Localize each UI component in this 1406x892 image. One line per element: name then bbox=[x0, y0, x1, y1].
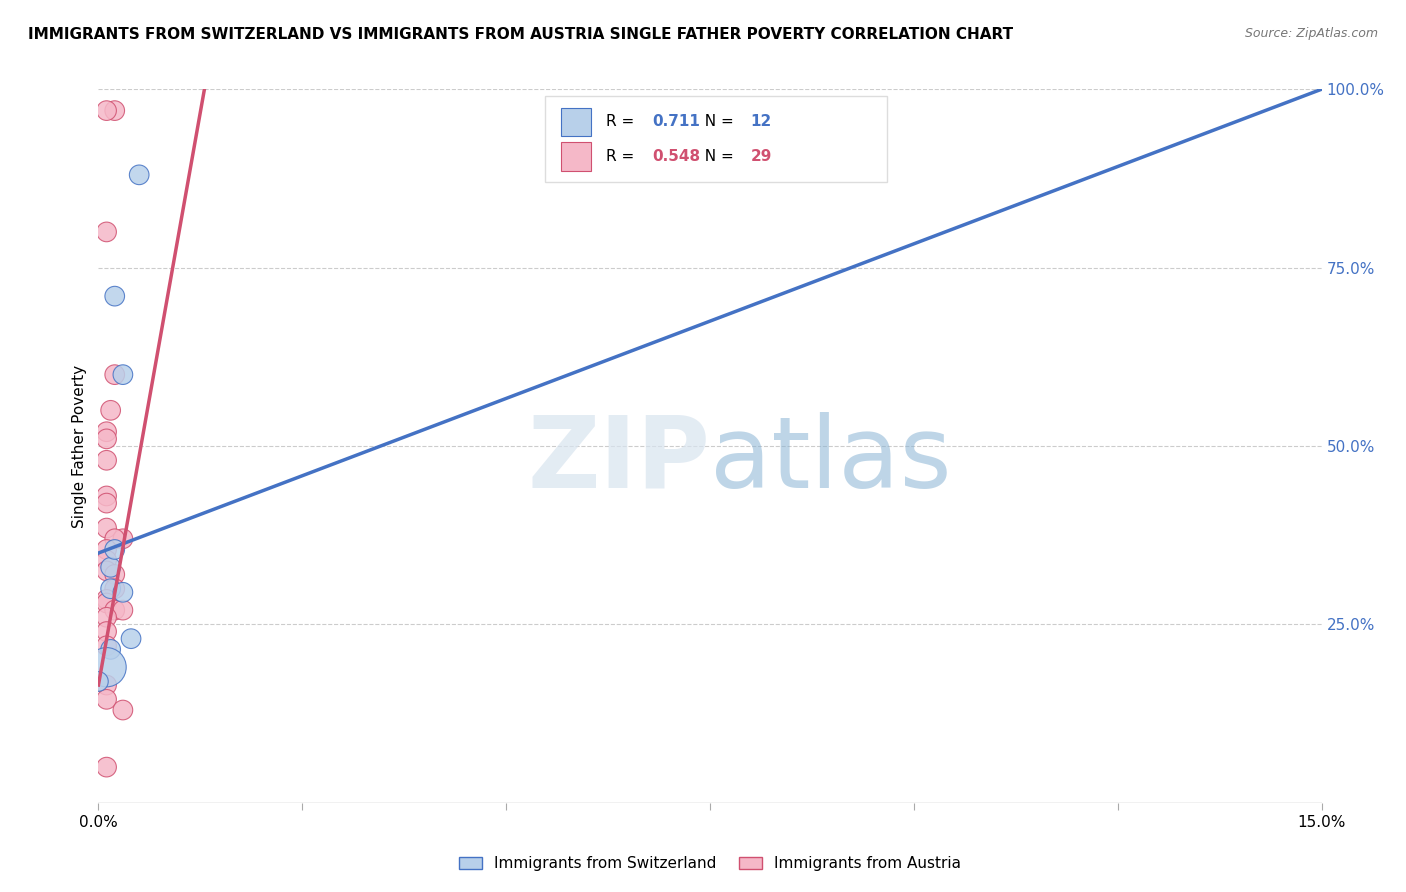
Text: N =: N = bbox=[696, 114, 740, 129]
Point bbox=[104, 103, 127, 118]
Point bbox=[120, 632, 142, 646]
Point bbox=[96, 553, 118, 567]
FancyBboxPatch shape bbox=[561, 142, 592, 170]
Point bbox=[96, 432, 118, 446]
Point bbox=[104, 567, 127, 582]
Point bbox=[104, 582, 127, 596]
Point bbox=[100, 582, 122, 596]
Text: 0.548: 0.548 bbox=[652, 149, 700, 164]
Point bbox=[128, 168, 150, 182]
Point bbox=[96, 542, 118, 557]
Point bbox=[96, 592, 118, 607]
Point bbox=[96, 692, 118, 706]
Point bbox=[96, 489, 118, 503]
Point bbox=[96, 760, 118, 774]
Legend: Immigrants from Switzerland, Immigrants from Austria: Immigrants from Switzerland, Immigrants … bbox=[453, 850, 967, 877]
Text: IMMIGRANTS FROM SWITZERLAND VS IMMIGRANTS FROM AUSTRIA SINGLE FATHER POVERTY COR: IMMIGRANTS FROM SWITZERLAND VS IMMIGRANT… bbox=[28, 27, 1014, 42]
Point bbox=[104, 532, 127, 546]
Point bbox=[641, 118, 664, 132]
Text: atlas: atlas bbox=[710, 412, 952, 508]
Text: 0.711: 0.711 bbox=[652, 114, 700, 129]
Y-axis label: Single Father Poverty: Single Father Poverty bbox=[72, 365, 87, 527]
Point bbox=[96, 225, 118, 239]
Point bbox=[96, 678, 118, 692]
Text: R =: R = bbox=[606, 114, 640, 129]
Point bbox=[96, 521, 118, 535]
Point bbox=[104, 289, 127, 303]
Point bbox=[111, 603, 134, 617]
Point bbox=[96, 496, 118, 510]
Point bbox=[96, 610, 118, 624]
Point bbox=[96, 660, 118, 674]
Text: R =: R = bbox=[606, 149, 640, 164]
Point bbox=[111, 532, 134, 546]
Point bbox=[96, 425, 118, 439]
Point bbox=[87, 674, 110, 689]
Point bbox=[96, 624, 118, 639]
Text: Source: ZipAtlas.com: Source: ZipAtlas.com bbox=[1244, 27, 1378, 40]
Point bbox=[100, 560, 122, 574]
Point bbox=[111, 585, 134, 599]
Text: N =: N = bbox=[696, 149, 740, 164]
Point bbox=[100, 403, 122, 417]
Point bbox=[100, 642, 122, 657]
Point bbox=[111, 368, 134, 382]
Point bbox=[96, 103, 118, 118]
Point bbox=[104, 542, 127, 557]
Text: 12: 12 bbox=[751, 114, 772, 129]
FancyBboxPatch shape bbox=[546, 96, 887, 182]
Text: 29: 29 bbox=[751, 149, 772, 164]
FancyBboxPatch shape bbox=[561, 108, 592, 136]
Point bbox=[104, 603, 127, 617]
Point bbox=[96, 453, 118, 467]
Point bbox=[96, 564, 118, 578]
Text: ZIP: ZIP bbox=[527, 412, 710, 508]
Point bbox=[111, 703, 134, 717]
Point bbox=[96, 596, 118, 610]
Point bbox=[96, 639, 118, 653]
Point bbox=[104, 368, 127, 382]
